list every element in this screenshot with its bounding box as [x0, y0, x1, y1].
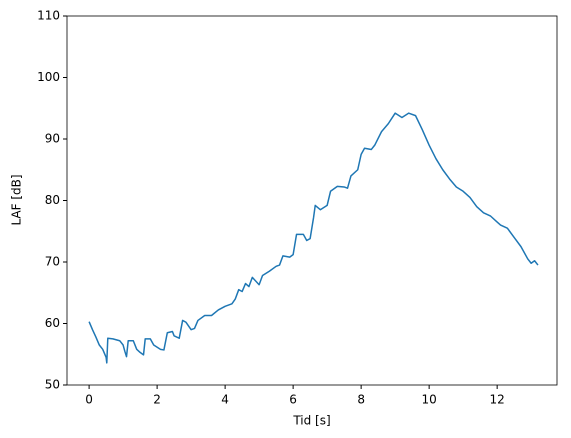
- y-tick-label: 110: [37, 9, 60, 23]
- x-tick-label: 12: [490, 393, 505, 407]
- data-line: [88, 112, 539, 364]
- axes-frame: [66, 15, 558, 386]
- x-tick-label: 2: [153, 393, 161, 407]
- x-tick-label: 10: [422, 393, 437, 407]
- x-tick-label: 4: [221, 393, 229, 407]
- x-tick-label: 0: [85, 393, 93, 407]
- y-tick-label: 80: [45, 193, 60, 207]
- y-tick-label: 100: [37, 70, 60, 84]
- y-tick-label: 50: [45, 378, 60, 392]
- x-axis-label: Tid [s]: [292, 414, 330, 428]
- x-tick-label: 8: [357, 393, 365, 407]
- y-axis-label: LAF [dB]: [10, 174, 24, 225]
- y-tick-label: 90: [45, 132, 60, 146]
- x-tick-label: 6: [289, 393, 297, 407]
- y-tick-label: 60: [45, 316, 60, 330]
- y-tick-label: 70: [45, 255, 60, 269]
